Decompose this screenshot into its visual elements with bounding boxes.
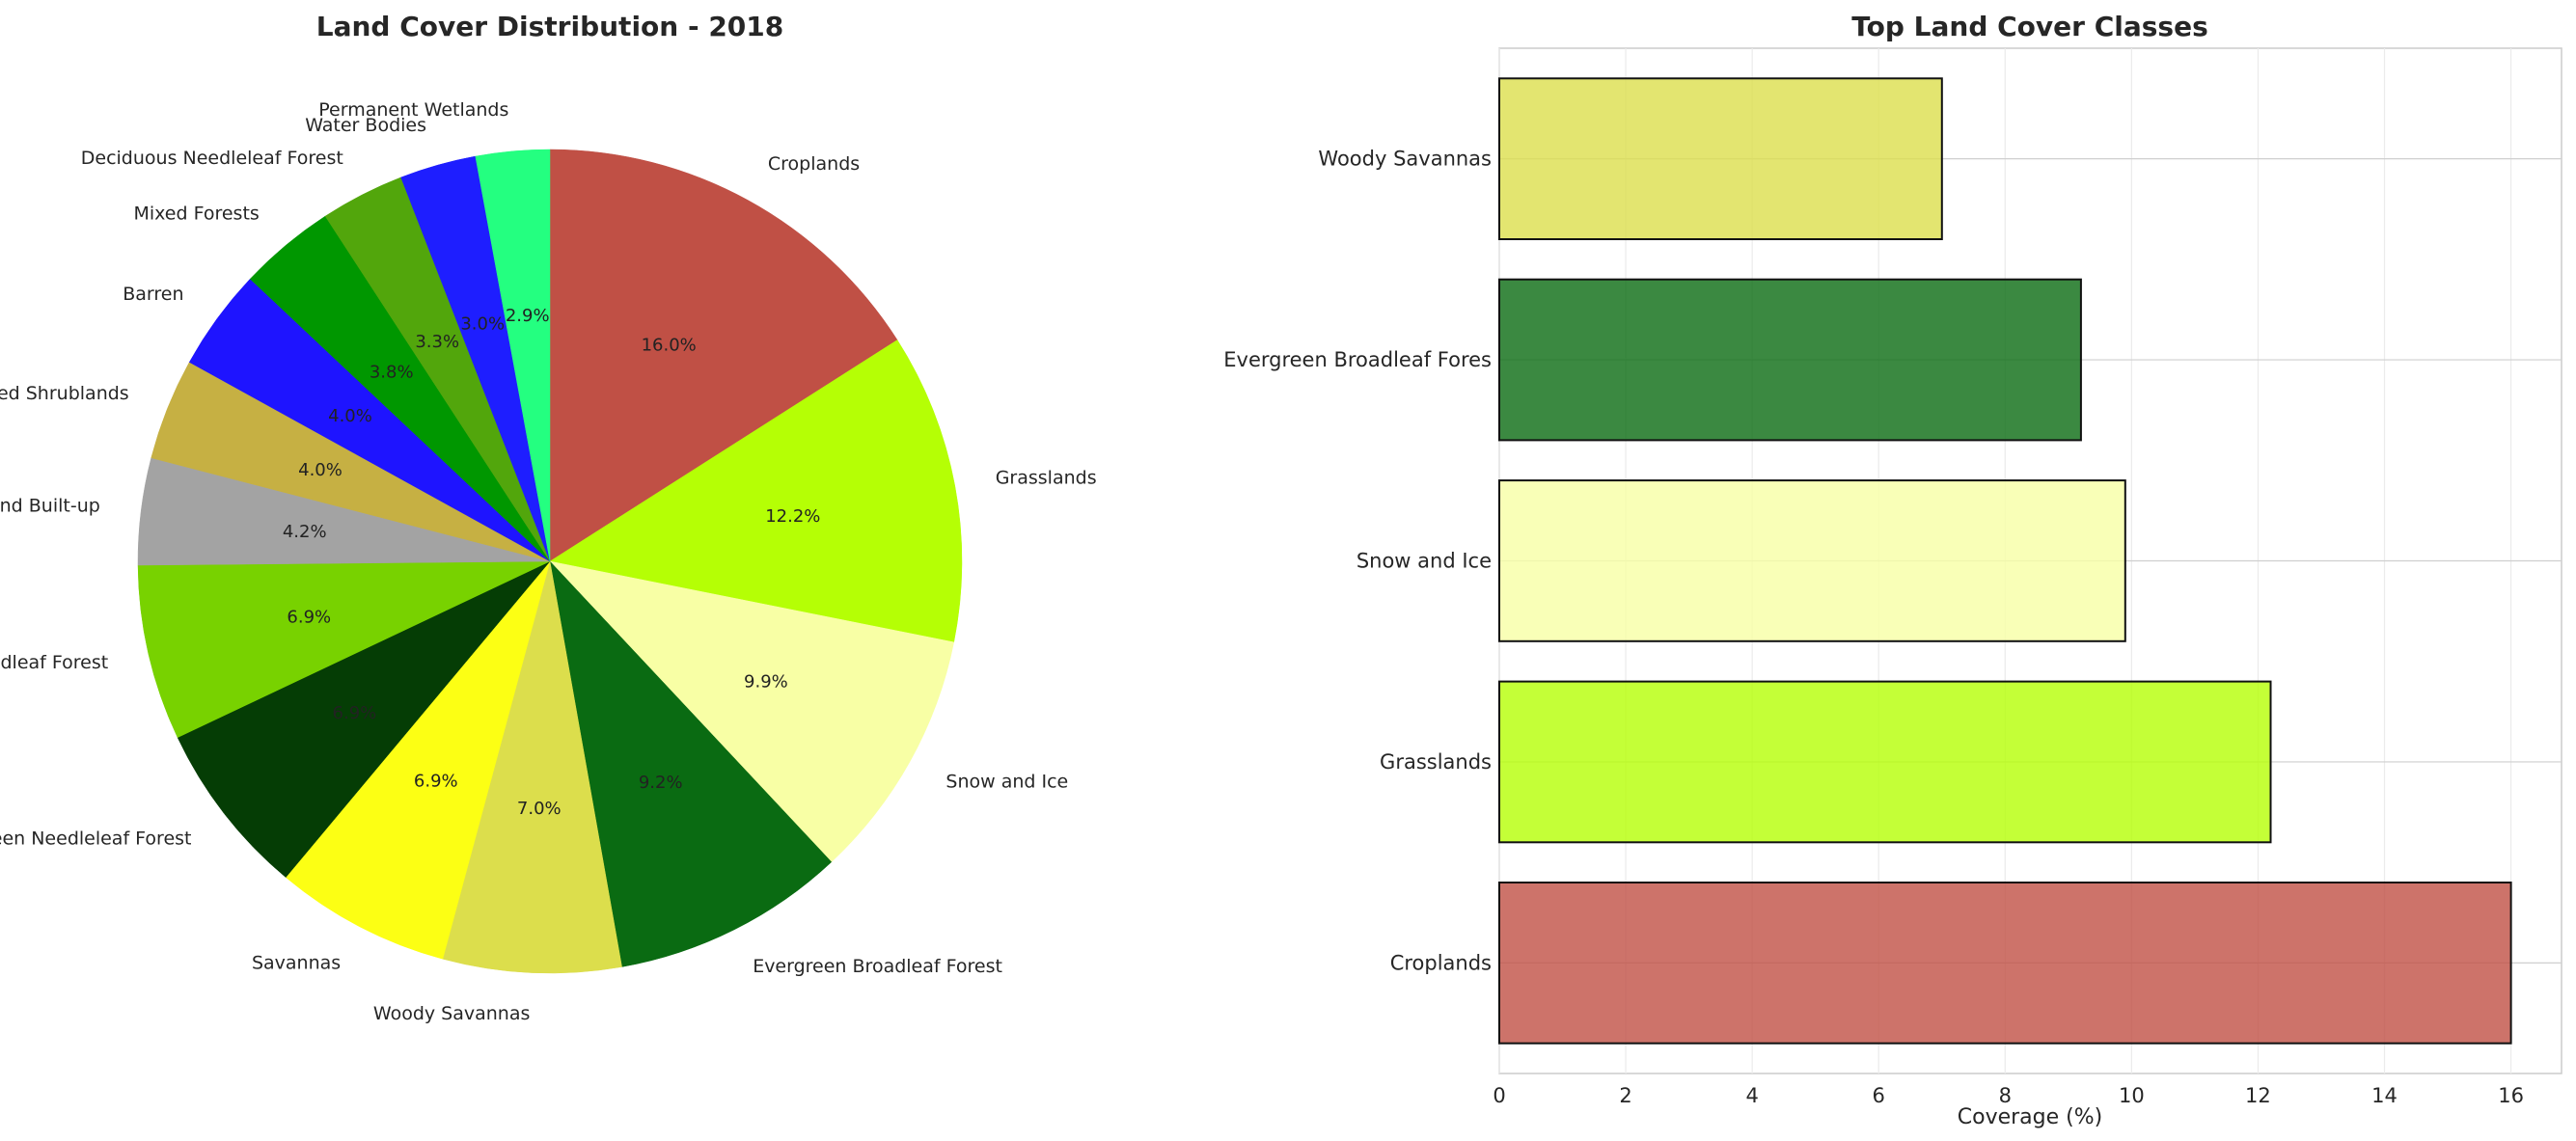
y-tick-label: Croplands — [1390, 951, 1492, 974]
x-tick-label: 12 — [2245, 1084, 2271, 1107]
pie-slice-snow-and-ice — [549, 560, 954, 863]
pie-slice-deciduous-broadleaf-forest — [137, 560, 551, 739]
y-tick-labels: Croplands Grasslands Snow and Ice Evergreen… — [1223, 148, 1492, 975]
bar-grasslands — [1498, 680, 2272, 844]
pie-pct-croplands: 16.0% — [642, 335, 697, 355]
pie-pct-savannas: 6.9% — [414, 771, 458, 791]
pie-pct-deciduous-needleleaf-forest: 3.3% — [415, 332, 459, 352]
pie-label-barren: Barren — [123, 284, 183, 305]
pie-label-water-bodies: Water Bodies — [305, 115, 426, 136]
pie-label-closed-shrublands: Closed Shrublands — [0, 383, 129, 404]
y-tick-label: Grasslands — [1380, 750, 1492, 774]
bar-title: Top Land Cover Classes — [1851, 11, 2207, 42]
pie-pct-evergreen-broadleaf-forest: 9.2% — [639, 773, 683, 793]
pie-label-croplands: Croplands — [768, 153, 860, 175]
pie-pct-evergreen-needleleaf-forest: 6.9% — [333, 703, 377, 723]
pie-slice-savannas — [285, 560, 551, 960]
bars — [1498, 77, 2512, 1045]
x-tick-label: 4 — [1745, 1084, 1758, 1107]
pie-pct-mixed-forests: 3.8% — [370, 362, 414, 382]
pie-pct-snow-and-ice: 9.9% — [744, 672, 788, 693]
pie-pct-permanent-wetlands: 2.9% — [506, 306, 550, 326]
pie-title: Land Cover Distribution - 2018 — [316, 11, 784, 42]
x-tick-labels: 0 2 4 6 8 10 12 14 16 — [1493, 1084, 2524, 1107]
pie-label-evergreen-needleleaf-forest: Evergreen Needleleaf Forest — [0, 828, 192, 849]
pie-label-woody-savannas: Woody Savannas — [373, 1003, 530, 1024]
pie-pct-woody-savannas: 7.0% — [517, 799, 562, 819]
bar-chart: Top Land Cover Classes Croplands Grasslan… — [1223, 11, 2562, 1129]
bar-woody-savannas — [1498, 77, 1943, 240]
pie-pct-barren: 4.0% — [328, 406, 372, 426]
pie-slice-permanent-wetlands — [475, 149, 551, 562]
pie-label-evergreen-broadleaf-forest: Evergreen Broadleaf Forest — [753, 956, 1002, 977]
bar-snow-and-ice — [1498, 479, 2126, 642]
pie-slice-evergreen-needleleaf-forest — [177, 560, 551, 879]
pie-label-savannas: Savannas — [252, 953, 341, 974]
pie-labels: Croplands 16.0% Grasslands 12.2% Snow and Ic… — [0, 99, 1097, 1024]
x-tick-label: 8 — [1999, 1084, 2012, 1107]
pie-label-mixed-forests: Mixed Forests — [133, 204, 259, 225]
pie-pct-closed-shrublands: 4.0% — [298, 460, 343, 480]
x-tick-label: 2 — [1619, 1084, 1631, 1107]
pie-label-deciduous-broadleaf-forest: Deciduous Broadleaf Forest — [0, 652, 108, 673]
x-tick-label: 16 — [2498, 1084, 2524, 1107]
bar-croplands — [1498, 882, 2512, 1045]
y-tick-label: Evergreen Broadleaf Fores — [1223, 348, 1492, 371]
x-axis-label: Coverage (%) — [1958, 1105, 2102, 1129]
pie-pct-water-bodies: 3.0% — [460, 314, 505, 335]
pie-slice-grasslands — [549, 340, 963, 643]
pie-slice-croplands — [549, 149, 898, 562]
y-tick-label: Woody Savannas — [1318, 148, 1492, 171]
pie-label-permanent-wetlands: Permanent Wetlands — [318, 99, 508, 121]
pie-slices — [137, 149, 963, 974]
pie-slice-evergreen-broadleaf-forest — [549, 560, 833, 967]
bar-evergreen-broadleaf-fores — [1498, 278, 2082, 442]
pie-pct-deciduous-broadleaf-forest: 6.9% — [287, 607, 331, 627]
pie-label-grasslands: Grasslands — [996, 468, 1097, 489]
x-tick-label: 14 — [2371, 1084, 2398, 1107]
x-tick-label: 10 — [2119, 1084, 2145, 1107]
pie-label-deciduous-needleleaf-forest: Deciduous Needleleaf Forest — [81, 148, 343, 169]
pie-label-urban-and-built-up: Urban and Built-up — [0, 496, 100, 517]
pie-pct-grasslands: 12.2% — [765, 506, 820, 527]
y-tick-label: Snow and Ice — [1357, 550, 1492, 573]
pie-slice-woody-savannas — [442, 560, 622, 974]
x-tick-label: 0 — [1493, 1084, 1505, 1107]
pie-label-snow-and-ice: Snow and Ice — [945, 771, 1068, 792]
x-tick-label: 6 — [1873, 1084, 1885, 1107]
pie-pct-urban-and-built-up: 4.2% — [283, 522, 327, 542]
pie-chart: Land Cover Distribution - 2018 Croplands… — [0, 11, 1097, 1024]
